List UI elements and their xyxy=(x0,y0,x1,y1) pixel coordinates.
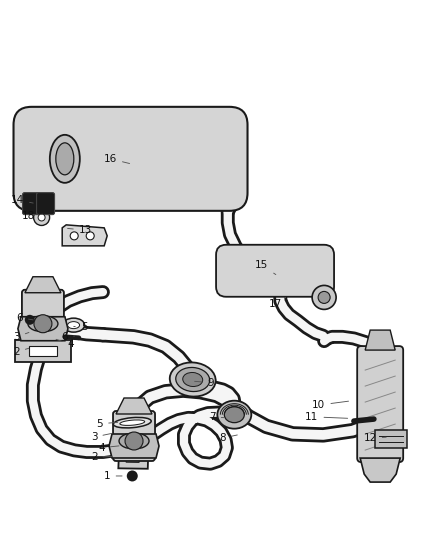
Ellipse shape xyxy=(50,135,80,183)
Ellipse shape xyxy=(113,417,151,428)
Text: 2: 2 xyxy=(91,453,112,462)
Polygon shape xyxy=(116,398,152,414)
FancyBboxPatch shape xyxy=(36,192,55,215)
Polygon shape xyxy=(126,453,139,462)
Text: 16: 16 xyxy=(104,154,130,164)
Text: 14: 14 xyxy=(11,195,33,205)
Text: 5: 5 xyxy=(96,419,118,429)
Circle shape xyxy=(70,232,78,240)
Polygon shape xyxy=(62,225,107,246)
Circle shape xyxy=(86,232,94,240)
Circle shape xyxy=(25,315,35,325)
Text: 3: 3 xyxy=(91,432,112,442)
Polygon shape xyxy=(360,458,400,482)
Circle shape xyxy=(34,209,49,225)
Polygon shape xyxy=(109,434,159,458)
Ellipse shape xyxy=(56,143,74,175)
Text: 4: 4 xyxy=(98,443,119,453)
FancyBboxPatch shape xyxy=(216,245,334,297)
Ellipse shape xyxy=(224,407,244,423)
Circle shape xyxy=(318,292,330,303)
Ellipse shape xyxy=(63,318,85,332)
Ellipse shape xyxy=(28,316,58,332)
Circle shape xyxy=(38,214,45,221)
FancyBboxPatch shape xyxy=(357,346,403,462)
Text: 5: 5 xyxy=(74,322,88,332)
Circle shape xyxy=(34,314,52,333)
Text: 11: 11 xyxy=(305,412,348,422)
Text: 8: 8 xyxy=(219,433,237,443)
Text: 18: 18 xyxy=(22,211,43,221)
Polygon shape xyxy=(29,346,57,356)
Text: 3: 3 xyxy=(13,332,29,342)
Text: 2: 2 xyxy=(13,347,29,357)
FancyBboxPatch shape xyxy=(113,411,155,461)
Text: 7: 7 xyxy=(209,412,224,422)
Text: 13: 13 xyxy=(67,225,92,235)
Ellipse shape xyxy=(170,362,215,397)
Text: 15: 15 xyxy=(255,261,276,274)
Polygon shape xyxy=(375,430,407,448)
Ellipse shape xyxy=(183,373,203,386)
Polygon shape xyxy=(118,446,148,469)
Text: 4: 4 xyxy=(56,340,74,349)
Text: 1: 1 xyxy=(104,471,122,481)
FancyBboxPatch shape xyxy=(22,290,64,344)
Ellipse shape xyxy=(67,321,80,329)
Text: 17: 17 xyxy=(268,297,286,309)
Ellipse shape xyxy=(217,401,251,429)
Circle shape xyxy=(312,285,336,310)
Polygon shape xyxy=(25,277,61,293)
Ellipse shape xyxy=(119,433,149,449)
Ellipse shape xyxy=(176,367,210,392)
Text: 12: 12 xyxy=(364,433,386,443)
Circle shape xyxy=(125,432,143,450)
FancyBboxPatch shape xyxy=(22,192,41,215)
Ellipse shape xyxy=(120,420,145,425)
Polygon shape xyxy=(18,317,68,341)
Text: 9: 9 xyxy=(194,378,215,387)
Circle shape xyxy=(127,471,138,481)
Polygon shape xyxy=(365,330,395,350)
Text: 6: 6 xyxy=(61,332,74,342)
Text: 10: 10 xyxy=(312,400,349,410)
Text: 6: 6 xyxy=(16,313,33,322)
FancyBboxPatch shape xyxy=(14,107,247,211)
Polygon shape xyxy=(15,340,71,362)
